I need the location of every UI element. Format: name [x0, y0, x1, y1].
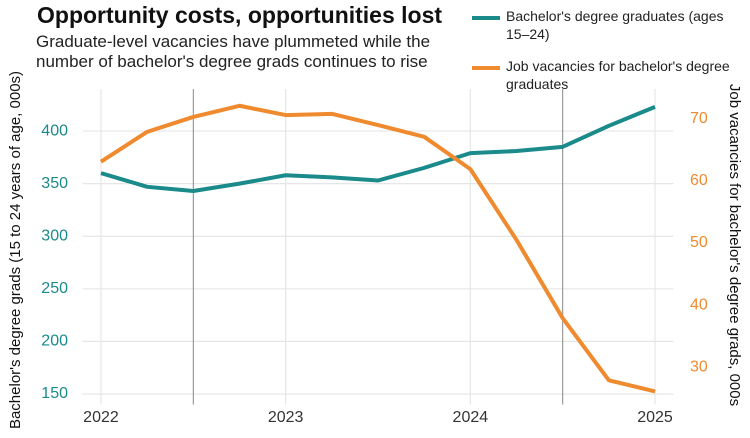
y2-tick-label: 70 [690, 110, 708, 127]
y2-tick-label: 60 [690, 172, 708, 189]
x-tick-label: 2022 [83, 409, 119, 426]
series-line [99, 103, 656, 394]
chart-subtitle: Graduate-level vacancies have plummeted … [36, 32, 431, 71]
x-tick-label: 2024 [453, 409, 489, 426]
legend-label: Bachelor's degree graduates (ages 15–24) [506, 8, 724, 42]
subtitle-box: Graduate-level vacancies have plummeted … [36, 32, 431, 71]
y-tick-label: 150 [41, 385, 68, 402]
y2-axis-label: Job vacancies for bachelor's degree grad… [726, 84, 743, 406]
legend-label: Job vacancies for bachelor's degree grad… [506, 58, 730, 92]
legend-box: Bachelor's degree graduates (ages 15–24) [506, 8, 724, 42]
y-tick-label: 250 [41, 280, 68, 297]
y-tick-label: 200 [41, 333, 68, 350]
y2-tick-label: 40 [690, 296, 708, 313]
y2-tick-label: 30 [690, 358, 708, 375]
x-tick-label: 2025 [637, 409, 673, 426]
legend-box: Job vacancies for bachelor's degree grad… [506, 58, 730, 92]
y-tick-label: 300 [41, 227, 68, 244]
y-tick-label: 350 [41, 175, 68, 192]
chart-title: Opportunity costs, opportunities lost [37, 2, 442, 28]
x-tick-label: 2023 [268, 409, 304, 426]
series-line [100, 105, 656, 194]
y2-tick-label: 50 [690, 234, 708, 251]
y-axis-label: Bachelor's degree grads (15 to 24 years … [7, 71, 24, 429]
y-tick-label: 400 [41, 122, 68, 139]
